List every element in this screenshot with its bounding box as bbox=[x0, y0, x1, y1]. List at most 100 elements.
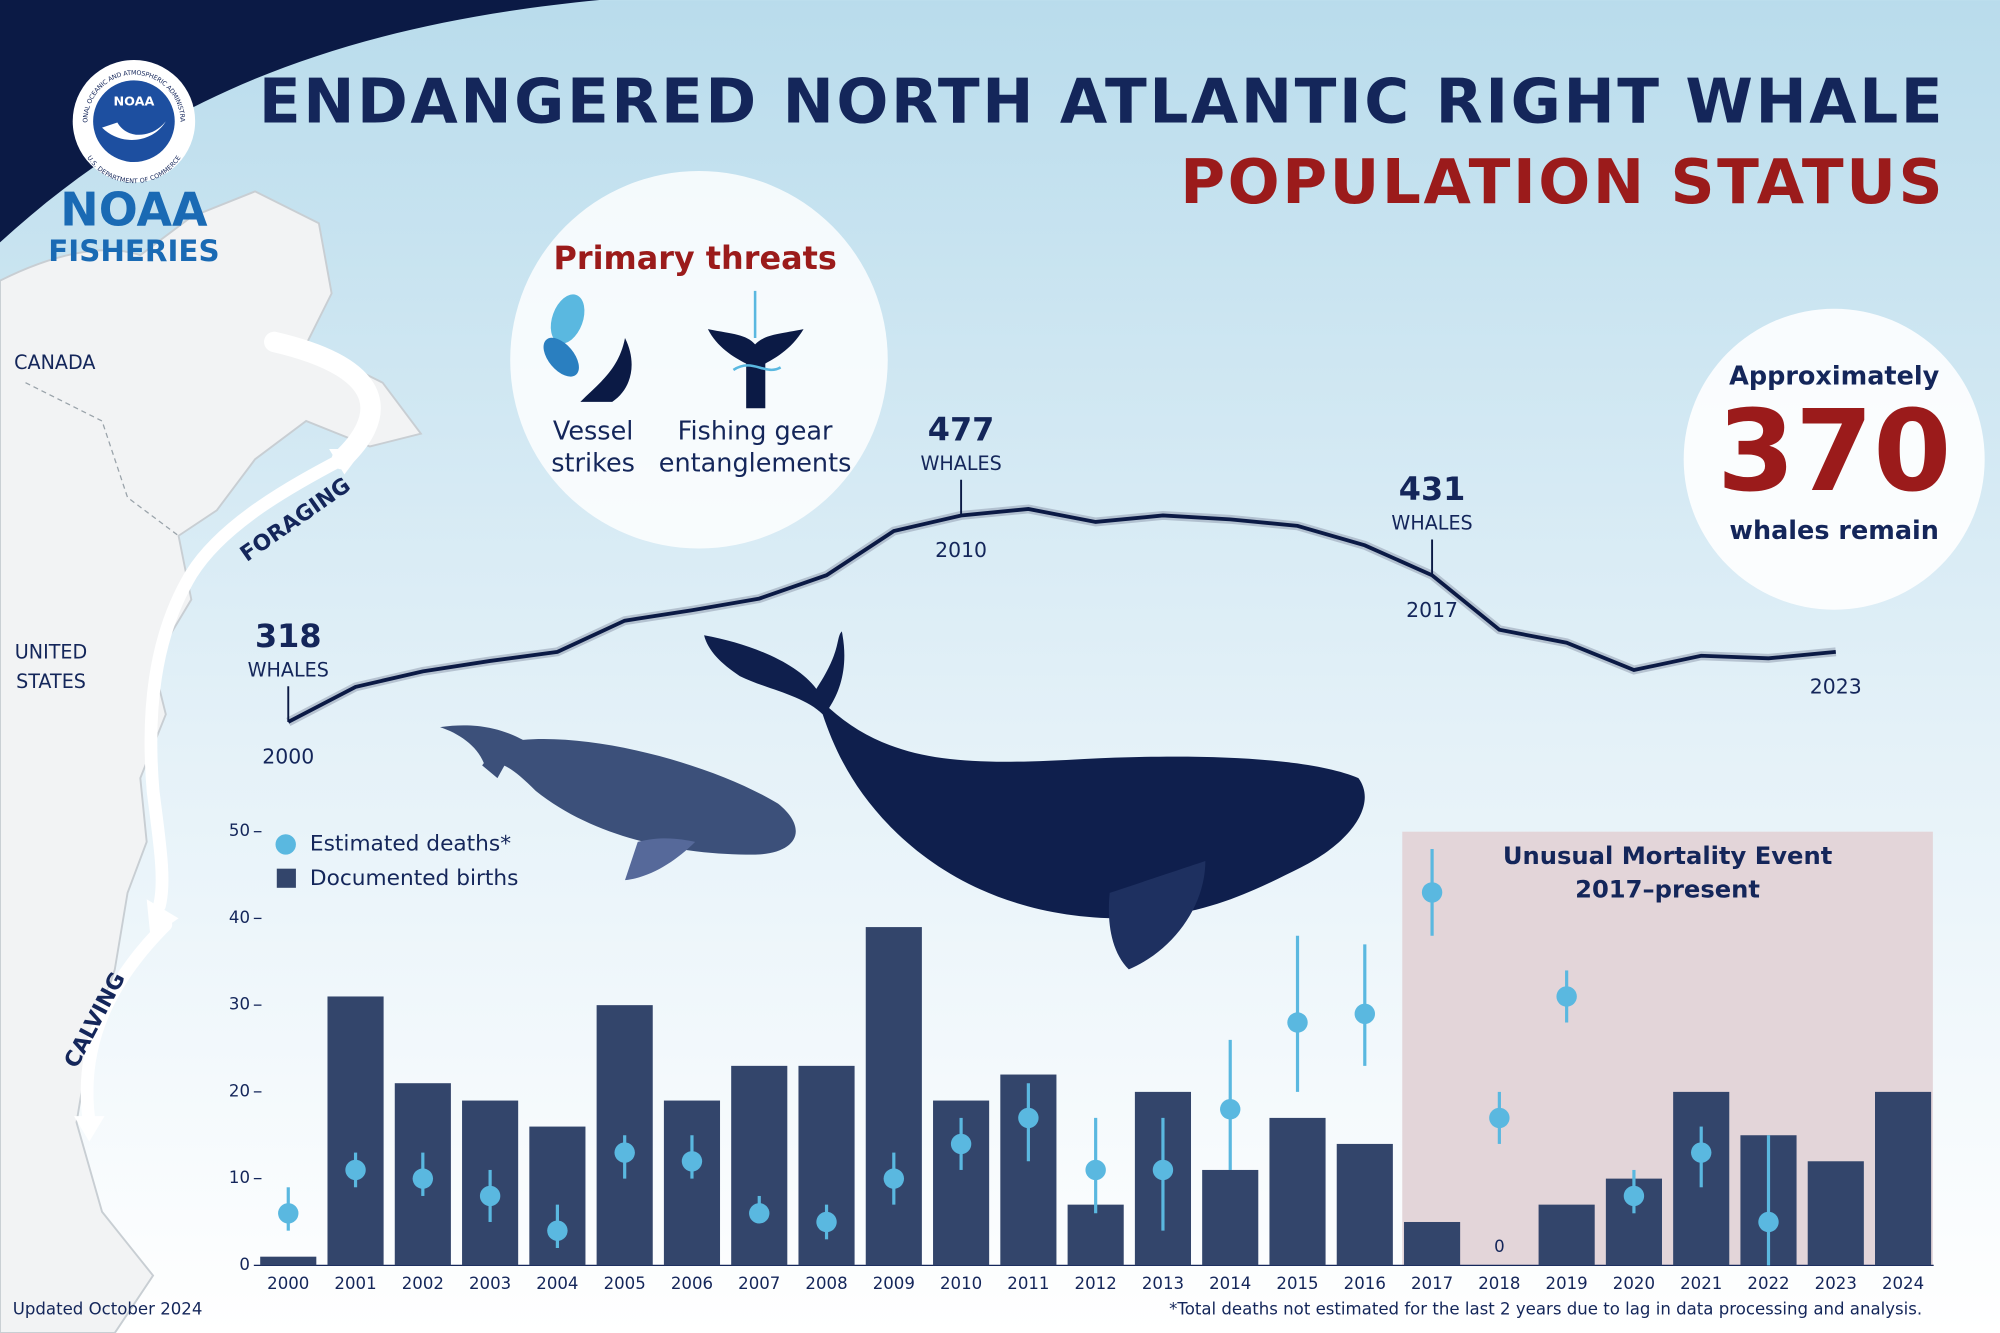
x-tick-label: 2024 bbox=[1882, 1274, 1924, 1293]
population-unit: WHALES bbox=[920, 452, 1001, 475]
span-label: 2017–present bbox=[1575, 875, 1760, 903]
route-arrow bbox=[264, 331, 381, 470]
updated-note: Updated October 2024 bbox=[13, 1299, 203, 1318]
logo-name: NOAA bbox=[60, 183, 208, 237]
route-arrow bbox=[80, 918, 173, 1129]
x-tick-label: 2017 bbox=[1411, 1274, 1453, 1293]
birth-bar bbox=[1269, 1117, 1326, 1266]
threat-label: Vessel bbox=[553, 416, 634, 446]
x-tick-label: 2013 bbox=[1142, 1274, 1184, 1293]
death-dot bbox=[681, 1151, 703, 1172]
remaining-value: 370 bbox=[1717, 387, 1951, 517]
arrow-head bbox=[329, 449, 364, 475]
x-tick-label: 2006 bbox=[671, 1274, 713, 1293]
logo-seal-text: NOAA bbox=[113, 95, 154, 110]
death-dot bbox=[1623, 1185, 1645, 1207]
subtitle: POPULATION STATUS bbox=[1180, 147, 1945, 218]
map-label: STATES bbox=[16, 670, 86, 693]
birth-bar bbox=[1807, 1161, 1864, 1266]
map-border bbox=[25, 382, 179, 537]
birth-bar bbox=[1336, 1143, 1393, 1266]
x-tick-label: 2009 bbox=[873, 1274, 915, 1293]
logo-seal-inner bbox=[93, 80, 175, 163]
population-value: 318 bbox=[255, 617, 322, 655]
death-dot bbox=[1220, 1099, 1241, 1120]
death-dot bbox=[1152, 1159, 1174, 1181]
y-tick-label: 0 bbox=[239, 1255, 250, 1274]
death-dot bbox=[749, 1203, 770, 1224]
remaining-prefix: Approximately bbox=[1729, 362, 1940, 392]
x-tick-label: 2019 bbox=[1546, 1274, 1588, 1293]
death-dot bbox=[816, 1211, 837, 1233]
threat-label: Fishing gear bbox=[678, 416, 833, 446]
x-tick-label: 2022 bbox=[1747, 1274, 1789, 1293]
map-label: UNITED bbox=[15, 641, 87, 664]
logo-division: FISHERIES bbox=[48, 234, 219, 268]
death-dot bbox=[614, 1142, 635, 1163]
remaining-suffix: whales remain bbox=[1729, 516, 1939, 546]
threat-label: entanglements bbox=[659, 448, 852, 478]
y-tick-label: 40 bbox=[229, 908, 250, 927]
death-dot bbox=[950, 1133, 972, 1155]
death-dot bbox=[1354, 1003, 1375, 1025]
x-tick-label: 2002 bbox=[402, 1274, 444, 1293]
birth-bar bbox=[1538, 1204, 1595, 1266]
birth-bar bbox=[663, 1100, 721, 1266]
death-dot bbox=[1556, 986, 1577, 1007]
x-tick-label: 2003 bbox=[469, 1274, 511, 1293]
death-dot bbox=[412, 1168, 434, 1189]
threats-title: Primary threats bbox=[553, 239, 836, 277]
title: ENDANGERED NORTH ATLANTIC RIGHT WHALE bbox=[259, 67, 1945, 138]
birth-bar bbox=[260, 1256, 317, 1266]
legend-label: Estimated deaths* bbox=[310, 831, 511, 856]
threat-label: strikes bbox=[551, 448, 635, 478]
x-tick-label: 2007 bbox=[738, 1274, 780, 1293]
death-dot bbox=[479, 1185, 501, 1207]
threats-circle bbox=[510, 170, 888, 549]
arrow-head bbox=[73, 1116, 105, 1142]
x-tick-label: 2021 bbox=[1680, 1274, 1722, 1293]
x-tick-label: 2004 bbox=[536, 1274, 578, 1293]
x-tick-label: 2014 bbox=[1209, 1274, 1251, 1293]
death-dot bbox=[1287, 1012, 1308, 1033]
large-whale bbox=[704, 631, 1365, 970]
birth-bar bbox=[1067, 1204, 1124, 1266]
logo-bird bbox=[102, 121, 166, 140]
population-value: 431 bbox=[1399, 470, 1466, 508]
corner-swoosh bbox=[0, 0, 600, 243]
legend-swatch bbox=[276, 868, 296, 888]
birth-bar bbox=[327, 996, 384, 1266]
footnote: *Total deaths not estimated for the last… bbox=[1169, 1299, 1922, 1318]
y-tick-label: 20 bbox=[229, 1081, 250, 1100]
population-year: 2000 bbox=[262, 745, 314, 769]
y-tick-label: 10 bbox=[229, 1168, 250, 1187]
x-tick-label: 2015 bbox=[1276, 1274, 1318, 1293]
death-dot bbox=[883, 1168, 905, 1189]
birth-bar bbox=[865, 927, 922, 1266]
birth-bar bbox=[1875, 1091, 1932, 1266]
death-dot bbox=[1018, 1107, 1039, 1129]
legend-swatch bbox=[275, 834, 296, 855]
death-dot bbox=[1489, 1107, 1510, 1129]
x-tick-label: 2010 bbox=[940, 1274, 982, 1293]
small-whale bbox=[440, 725, 796, 881]
span-label: Unusual Mortality Event bbox=[1503, 842, 1833, 870]
x-tick-label: 2020 bbox=[1613, 1274, 1655, 1293]
population-unit: WHALES bbox=[1391, 512, 1472, 535]
population-unit: WHALES bbox=[248, 658, 329, 681]
charts: 318WHALES477WHALES431WHALES2000201020172… bbox=[229, 410, 1934, 1293]
x-tick-label: 2016 bbox=[1344, 1274, 1386, 1293]
x-tick-label: 2011 bbox=[1007, 1274, 1049, 1293]
birth-bar bbox=[731, 1065, 788, 1266]
birth-bar bbox=[1202, 1169, 1259, 1266]
death-dot bbox=[1421, 882, 1443, 903]
death-dot bbox=[1758, 1211, 1779, 1233]
birth-bar bbox=[1404, 1221, 1461, 1266]
x-tick-label: 2000 bbox=[267, 1274, 309, 1293]
bar-value-label: 0 bbox=[1494, 1237, 1505, 1256]
death-dot bbox=[345, 1159, 366, 1181]
route-arrow bbox=[144, 452, 349, 913]
x-tick-label: 2008 bbox=[805, 1274, 847, 1293]
x-tick-label: 2023 bbox=[1815, 1274, 1857, 1293]
